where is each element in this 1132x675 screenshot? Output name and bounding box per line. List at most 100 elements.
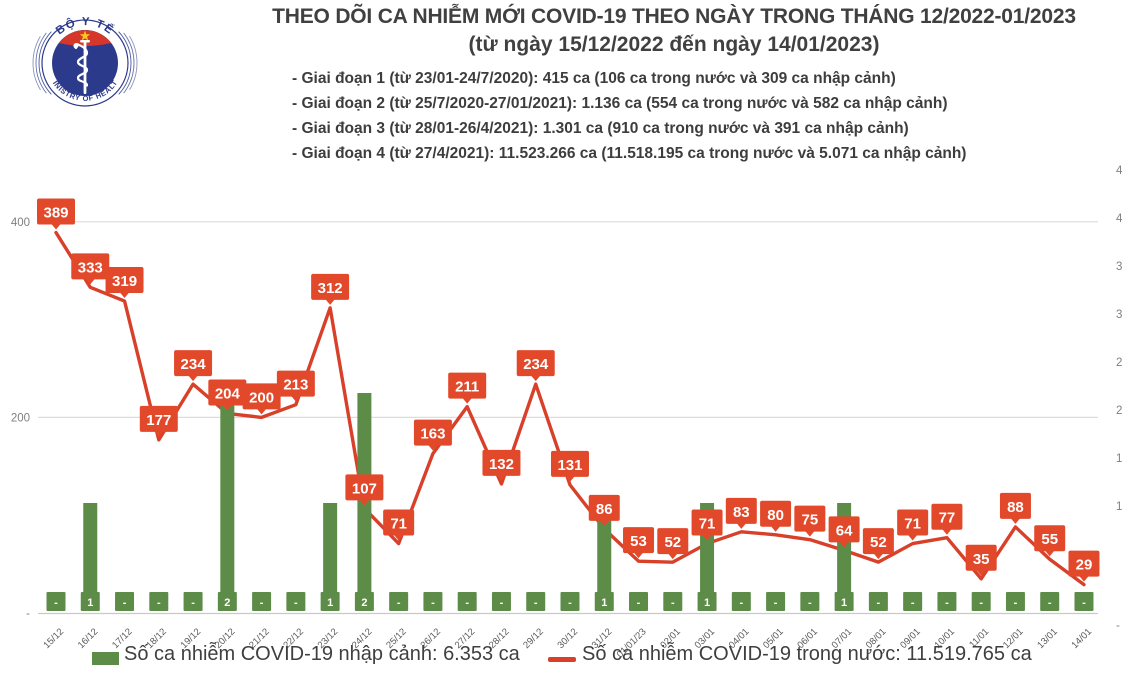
case-count-label-pointer [770,525,781,532]
imported-cases-bar-label: - [294,597,298,609]
case-count-label-box [37,198,75,225]
chart-legend: Số ca nhiễm COVID-19 nhập cảnh: 6.353 ca… [0,641,1132,670]
imported-cases-bar-label-box [903,592,923,611]
imported-cases-bar-label: - [465,597,469,609]
page-header: THEO DÕI CA NHIỄM MỚI COVID-19 THEO NGÀY… [218,2,1130,59]
case-count-label: 77 [939,510,956,527]
imported-cases-bar-label-box [491,592,511,611]
case-count-label-box [516,350,555,377]
right-axis-tick: 3 [1116,261,1122,273]
imported-cases-legend-swatch [92,652,119,665]
case-count-label: 88 [1007,499,1024,516]
imported-cases-bar-label: - [637,597,641,609]
case-count-label: 132 [489,456,514,473]
imported-cases-bar-label: - [979,597,983,609]
case-count-label-pointer [1044,550,1055,557]
case-count-label-pointer [564,475,575,482]
left-axis-tick: 200 [11,412,30,424]
right-axis-tick: 2 [1116,405,1122,417]
case-count-label: 71 [390,516,407,533]
imported-cases-bar-label: - [54,597,58,609]
case-count-label-pointer [188,375,199,382]
case-count-label: 131 [557,457,582,474]
imported-cases-bar-label: - [431,597,435,609]
imported-cases-bar-label: - [260,597,264,609]
case-count-label-pointer [427,444,438,451]
case-count-label: 71 [904,516,921,533]
imported-cases-bar [597,503,612,611]
case-count-label-box [1034,525,1066,552]
case-count-label-box [413,419,452,446]
case-count-label-pointer [51,223,61,230]
case-count-label: 211 [455,379,479,396]
right-axis-tick: 4 [1116,165,1123,177]
case-count-label: 333 [78,259,103,276]
case-count-label: 52 [664,534,681,551]
imported-cases-bar-label: 1 [601,597,607,609]
case-count-label-pointer [256,408,267,415]
phase-2-summary: - Giai đoạn 2 (từ 25/7/2020-27/01/2021):… [292,95,948,112]
case-count-label: 200 [249,389,274,406]
case-count-label: 234 [523,356,549,373]
case-count-label-box [623,527,655,554]
case-count-label-pointer [941,528,952,535]
case-count-label-pointer [393,534,404,541]
case-count-label-pointer [736,522,747,529]
case-count-label: 71 [699,516,716,533]
domestic-cases-legend-label: Số ca nhiễm COVID-19 trong nước: 11.519.… [582,643,1032,665]
case-count-label: 53 [630,533,647,550]
right-axis-tick: 1 [1116,453,1122,465]
imported-cases-bar-label: - [911,597,915,609]
imported-cases-bar-label-box [731,592,751,611]
imported-cases-bar-label: - [671,597,675,609]
case-count-label-box [862,528,894,555]
imported-cases-bar-label-box [834,592,854,611]
logo-star-icon [79,30,91,41]
case-count-label-box [794,505,826,532]
imported-cases-bar-label-box [1074,592,1094,611]
case-count-label: 86 [596,501,613,518]
imported-cases-bar-label-box [526,592,546,611]
imported-cases-bar-label-box [183,592,203,611]
case-count-label-pointer [907,534,918,541]
imported-cases-bar [323,503,338,611]
domestic-cases-legend-line-icon [548,657,576,662]
imported-cases-bar-label-box [252,592,272,611]
imported-cases-bar-label: - [157,597,161,609]
case-count-label-box [448,372,487,399]
imported-cases-bar-label: 2 [361,597,367,609]
case-count-label: 55 [1041,531,1058,548]
imported-cases-bar-label-box [560,592,580,611]
case-count-label-pointer [119,292,130,299]
imported-cases-bar-label-box [937,592,957,611]
case-count-label-box [383,509,415,536]
imported-cases-bar-label-box [1005,592,1025,611]
logo-side-hatching [32,10,138,116]
imported-cases-bar-label-box [457,592,477,611]
imported-cases-bar-label: - [1014,597,1018,609]
phase-3-summary: - Giai đoạn 3 (từ 28/01-26/4/2021): 1.30… [292,120,909,137]
case-count-label-box [174,350,213,377]
imported-cases-bar-label: - [191,597,195,609]
imported-cases-bar-label-box [320,592,340,611]
chart-subtitle: (từ ngày 15/12/2022 đến ngày 14/01/2023) [468,33,880,56]
case-count-label-box [657,528,689,555]
domestic-cases-line [54,230,1086,587]
phase-4-summary: - Giai đoạn 4 (từ 27/4/2021): 11.523.266… [292,145,967,162]
imported-cases-bar-label: - [877,597,881,609]
case-count-label: 64 [836,522,853,539]
imported-cases-bar-label: 1 [327,597,333,609]
right-axis-tick: - [1116,620,1120,632]
case-count-label-box [588,494,620,521]
case-count-label-pointer [496,474,507,481]
case-count-label: 213 [283,377,308,394]
case-count-label-pointer [976,569,987,576]
case-count-label: 52 [870,534,887,551]
imported-cases-bar-label-box [80,592,100,611]
imported-cases-bar-label: 1 [841,597,847,609]
imported-cases-bar-label-box [766,592,786,611]
case-count-label: 29 [1076,557,1093,574]
case-count-label-box [999,492,1031,519]
case-count-label-box [482,449,521,476]
